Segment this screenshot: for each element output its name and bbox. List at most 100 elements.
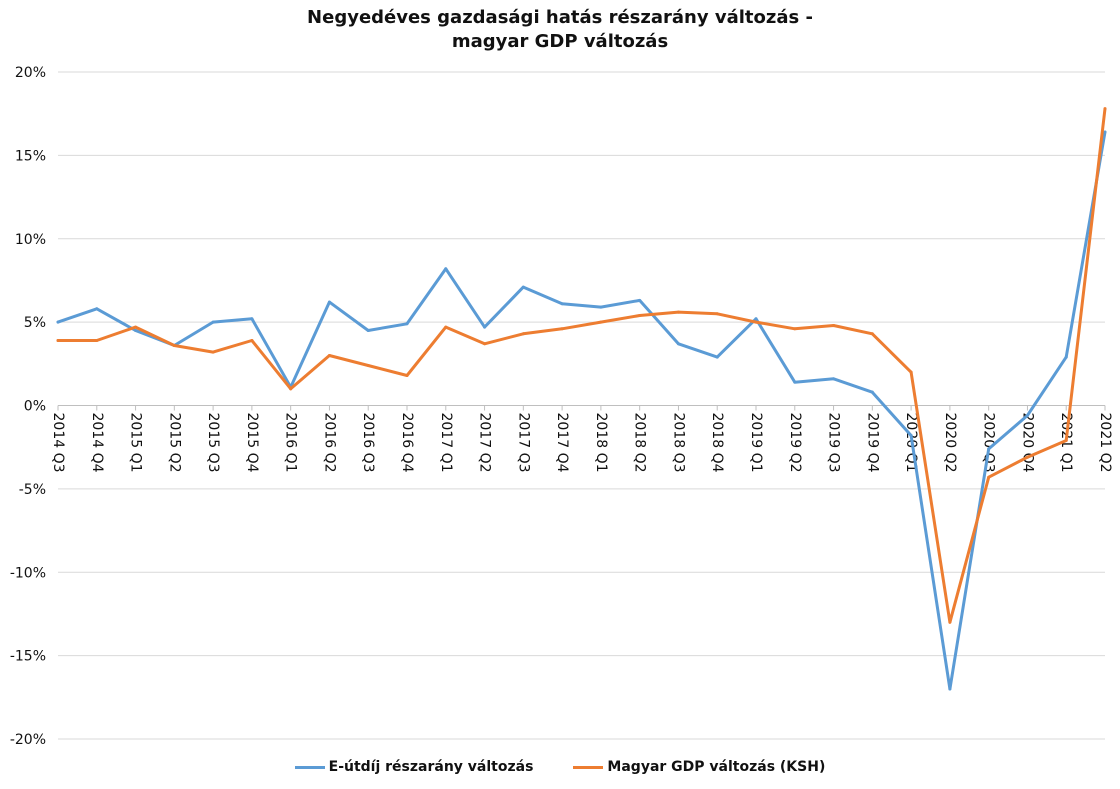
data-point <box>909 434 913 438</box>
x-tick-label: 2016 Q2 <box>321 413 337 473</box>
data-point <box>483 342 487 346</box>
x-tick-label: 2015 Q3 <box>205 413 221 473</box>
chart-title-line2: magyar GDP változás <box>451 31 669 52</box>
data-point <box>638 298 642 302</box>
x-tick-label: 2015 Q4 <box>244 413 260 473</box>
x-tick-label: 2019 Q2 <box>787 413 803 473</box>
x-tick-label: 2021 Q2 <box>1097 413 1113 473</box>
x-tick-label: 2019 Q1 <box>748 413 764 473</box>
data-point <box>832 323 836 327</box>
data-point <box>793 327 797 331</box>
x-tick-label: 2017 Q1 <box>438 413 454 473</box>
data-point <box>793 380 797 384</box>
data-point <box>56 320 60 324</box>
data-point <box>1025 455 1029 459</box>
data-point <box>832 377 836 381</box>
y-tick-label: -10% <box>10 565 46 581</box>
y-tick-label: 20% <box>15 65 46 81</box>
x-tick-label: 2015 Q2 <box>166 413 182 473</box>
x-tick-label: 2021 Q1 <box>1058 413 1074 473</box>
data-point <box>250 317 254 321</box>
data-point <box>211 320 215 324</box>
y-tick-label: 5% <box>24 315 46 331</box>
data-point <box>715 312 719 316</box>
data-point <box>211 350 215 354</box>
data-point <box>250 338 254 342</box>
y-tick-label: 10% <box>15 232 46 248</box>
data-point <box>987 447 991 451</box>
data-point <box>327 300 331 304</box>
data-point <box>560 302 564 306</box>
legend-swatch-series-2 <box>573 765 604 769</box>
data-point <box>560 327 564 331</box>
data-point <box>172 343 176 347</box>
y-tick-label: 15% <box>15 148 46 164</box>
x-tick-label: 2018 Q3 <box>670 413 686 473</box>
y-tick-label: -5% <box>19 482 46 498</box>
data-point <box>95 338 99 342</box>
x-tick-label: 2016 Q4 <box>399 413 415 473</box>
x-tick-label: 2018 Q4 <box>709 413 725 473</box>
data-point <box>870 332 874 336</box>
data-point <box>599 320 603 324</box>
x-tick-label: 2018 Q2 <box>632 413 648 473</box>
data-point <box>95 307 99 311</box>
x-tick-label: 2015 Q1 <box>128 413 144 473</box>
data-point <box>715 355 719 359</box>
x-tick-label: 2017 Q3 <box>515 413 531 473</box>
data-point <box>327 353 331 357</box>
x-tick-label: 2019 Q3 <box>826 413 842 473</box>
data-point <box>948 687 952 691</box>
x-tick-label: 2018 Q1 <box>593 413 609 473</box>
legend-item-series-1: E-útdíj részarány változás <box>294 759 534 775</box>
series-line-1 <box>56 130 1107 691</box>
data-point <box>599 305 603 309</box>
data-point <box>754 317 758 321</box>
data-point <box>56 338 60 342</box>
x-tick-label: 2020 Q2 <box>942 413 958 473</box>
data-point <box>638 313 642 317</box>
data-point <box>134 325 138 329</box>
data-point <box>405 373 409 377</box>
data-point <box>909 370 913 374</box>
data-point <box>444 267 448 271</box>
data-point <box>483 325 487 329</box>
x-tick-label: 2014 Q3 <box>50 413 66 473</box>
series-line-2 <box>56 107 1107 624</box>
chart-title-line1: Negyedéves gazdasági hatás részarány vál… <box>307 7 813 28</box>
data-point <box>405 322 409 326</box>
data-point <box>366 363 370 367</box>
data-point <box>1103 130 1107 134</box>
x-tick-label: 2016 Q1 <box>283 413 299 473</box>
data-point <box>754 320 758 324</box>
data-point <box>948 620 952 624</box>
x-tick-label: 2016 Q3 <box>360 413 376 473</box>
x-tick-label: 2017 Q2 <box>477 413 493 473</box>
data-point <box>987 475 991 479</box>
legend-label-series-1: E-útdíj részarány változás <box>328 759 534 775</box>
legend-item-series-2: Magyar GDP változás (KSH) <box>573 759 825 775</box>
y-tick-label: 0% <box>24 399 46 415</box>
y-tick-label: -20% <box>10 732 46 748</box>
data-point <box>521 332 525 336</box>
x-tick-label: 2020 Q3 <box>981 413 997 473</box>
x-tick-label: 2017 Q4 <box>554 413 570 473</box>
data-point <box>1025 414 1029 418</box>
legend-label-series-2: Magyar GDP változás (KSH) <box>607 759 826 775</box>
data-point <box>444 325 448 329</box>
data-point <box>521 285 525 289</box>
data-point <box>1103 107 1107 111</box>
data-point <box>366 328 370 332</box>
legend: E-útdíj részarány változás Magyar GDP vá… <box>0 759 1120 775</box>
data-point <box>676 310 680 314</box>
data-point <box>1064 355 1068 359</box>
data-point <box>134 328 138 332</box>
data-point <box>676 342 680 346</box>
y-tick-label: -15% <box>10 649 46 665</box>
x-tick-label: 2014 Q4 <box>89 413 105 473</box>
data-point <box>870 390 874 394</box>
x-tick-label: 2019 Q4 <box>864 413 880 473</box>
data-point <box>1064 439 1068 443</box>
